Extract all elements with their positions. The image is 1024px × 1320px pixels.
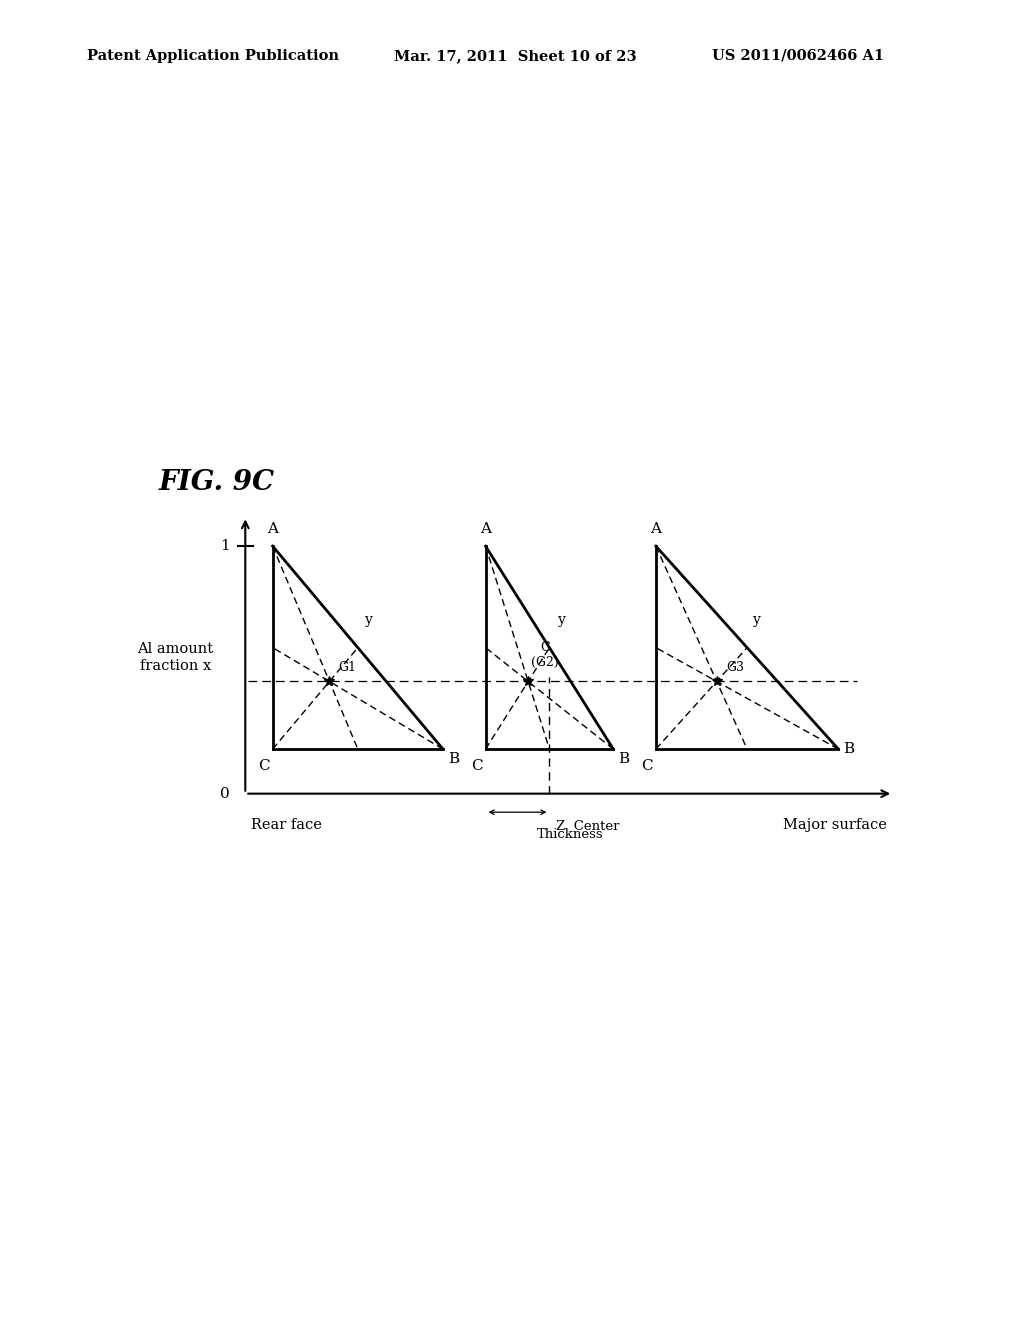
Text: C: C [641, 759, 653, 774]
Text: A: A [480, 523, 492, 536]
Text: Z  Center: Z Center [555, 820, 620, 833]
Text: A: A [267, 523, 279, 536]
Text: B: B [618, 751, 630, 766]
Text: A: A [650, 523, 662, 536]
Text: Rear face: Rear face [251, 818, 323, 833]
Text: B: B [447, 751, 459, 766]
Text: Mar. 17, 2011  Sheet 10 of 23: Mar. 17, 2011 Sheet 10 of 23 [394, 49, 637, 63]
Text: G
(G2): G (G2) [531, 642, 559, 669]
Text: FIG. 9C: FIG. 9C [159, 469, 274, 495]
Text: Patent Application Publication: Patent Application Publication [87, 49, 339, 63]
Text: C: C [258, 759, 269, 774]
Text: y: y [754, 614, 761, 627]
Text: 1: 1 [220, 539, 230, 553]
Text: 0: 0 [220, 787, 230, 801]
Text: y: y [365, 614, 373, 627]
Text: B: B [843, 742, 854, 756]
Text: y: y [558, 614, 566, 627]
Text: Major surface: Major surface [783, 818, 887, 833]
Text: Thickness: Thickness [538, 829, 604, 841]
Text: Al amount
fraction x: Al amount fraction x [137, 643, 213, 673]
Text: US 2011/0062466 A1: US 2011/0062466 A1 [712, 49, 884, 63]
Text: G3: G3 [726, 661, 743, 675]
Text: G1: G1 [339, 661, 356, 675]
Text: C: C [471, 759, 482, 774]
